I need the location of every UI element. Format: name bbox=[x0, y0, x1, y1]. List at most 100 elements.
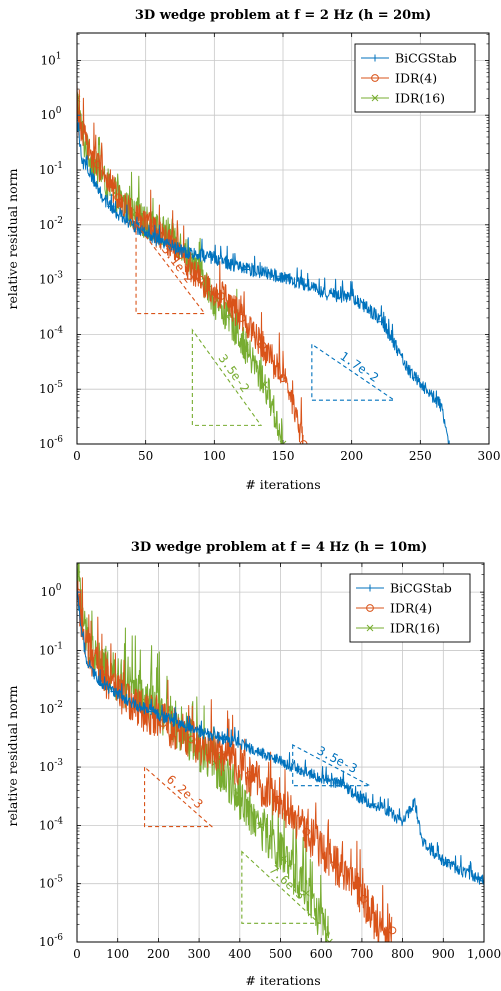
chart-title: 3D wedge problem at f = 4 Hz (h = 10m) bbox=[131, 540, 427, 555]
y-tick-label: 100 bbox=[40, 583, 61, 599]
circle-marker bbox=[217, 292, 226, 300]
x-marker bbox=[223, 313, 231, 320]
x-tick-label: 0 bbox=[73, 449, 81, 463]
plus-marker bbox=[295, 765, 303, 773]
legend-label: IDR(16) bbox=[390, 621, 440, 636]
circle-marker bbox=[216, 752, 225, 760]
x-marker bbox=[260, 381, 268, 389]
y-tick-label: 10-6 bbox=[39, 933, 63, 949]
x-marker bbox=[234, 789, 241, 797]
plus-marker bbox=[344, 292, 352, 300]
x-tick-label: 250 bbox=[409, 449, 432, 463]
circle-marker bbox=[388, 926, 397, 935]
plus-marker bbox=[371, 54, 379, 62]
x-tick-label: 0 bbox=[73, 947, 81, 961]
x-tick-label: 100 bbox=[106, 947, 129, 961]
y-axis-label: relative residual norm bbox=[5, 685, 20, 826]
x-tick-label: 50 bbox=[138, 449, 153, 463]
x-marker bbox=[371, 94, 379, 102]
x-marker bbox=[77, 571, 81, 579]
y-tick-label: 10-5 bbox=[39, 875, 63, 891]
plus-marker bbox=[107, 202, 115, 210]
slope-triangle bbox=[191, 328, 263, 426]
series-line-BiCGStab bbox=[77, 112, 450, 444]
x-tick-label: 300 bbox=[188, 947, 211, 961]
x-tick-label: 150 bbox=[272, 449, 295, 463]
y-tick-label: 100 bbox=[40, 106, 61, 122]
y-tick-label: 10-5 bbox=[39, 380, 63, 396]
x-tick-label: 600 bbox=[310, 947, 333, 961]
legend: BiCGStab IDR(4) IDR(16) bbox=[354, 43, 476, 113]
x-tick-label: 500 bbox=[269, 947, 292, 961]
legend-label: IDR(4) bbox=[395, 71, 437, 86]
legend-label: BiCGStab bbox=[395, 51, 457, 66]
x-marker bbox=[242, 343, 249, 351]
plus-marker bbox=[276, 272, 284, 280]
plus-marker bbox=[110, 688, 118, 696]
y-tick-label: 10-4 bbox=[39, 816, 63, 832]
circle-marker bbox=[331, 860, 339, 869]
x-marker bbox=[366, 624, 374, 632]
plot-frame bbox=[76, 562, 485, 943]
x-tick-label: 900 bbox=[432, 947, 455, 961]
y-tick-label: 101 bbox=[40, 51, 61, 67]
plus-marker bbox=[77, 588, 81, 596]
y-tick-label: 10-4 bbox=[39, 325, 63, 341]
slope-triangle bbox=[241, 850, 321, 924]
x-tick-label: 100 bbox=[203, 449, 226, 463]
series-area bbox=[77, 563, 484, 942]
plus-marker bbox=[184, 723, 192, 731]
x-tick-label: 800 bbox=[391, 947, 414, 961]
plot-frame bbox=[76, 32, 490, 445]
plus-marker bbox=[221, 736, 229, 744]
slope-triangles: 3.1e-23.5e-2 1.7e-2 bbox=[135, 222, 397, 426]
plus-marker bbox=[443, 858, 451, 866]
x-marker bbox=[303, 889, 310, 897]
y-tick-label: 10-1 bbox=[39, 161, 63, 177]
plus-marker bbox=[77, 111, 81, 119]
plus-marker bbox=[147, 707, 155, 715]
slope-triangle bbox=[311, 343, 397, 401]
y-axis-label: relative residual norm bbox=[5, 168, 20, 309]
circle-marker bbox=[93, 160, 102, 169]
chart-4hz: 3D wedge problem at f = 4 Hz (h = 10m) #… bbox=[5, 540, 501, 988]
series-line-IDR(4) bbox=[77, 577, 393, 942]
x-axis-label: # iterations bbox=[245, 973, 320, 988]
chart-2hz: 3D wedge problem at f = 2 Hz (h = 20m) #… bbox=[5, 8, 500, 492]
circle-marker bbox=[371, 74, 379, 82]
plus-marker bbox=[208, 253, 216, 261]
circle-marker bbox=[114, 193, 123, 202]
circle-marker bbox=[187, 735, 196, 744]
x-tick-label: 400 bbox=[228, 947, 251, 961]
plus-marker bbox=[369, 800, 377, 808]
circle-marker bbox=[279, 374, 287, 383]
slope-triangle bbox=[135, 222, 206, 315]
x-marker bbox=[279, 440, 287, 444]
circle-marker bbox=[196, 275, 205, 284]
x-tick-label: 700 bbox=[350, 947, 373, 961]
series-area bbox=[77, 83, 453, 444]
legend-label: IDR(16) bbox=[395, 91, 445, 106]
x-axis-label: # iterations bbox=[245, 477, 320, 492]
plus-marker bbox=[406, 806, 414, 814]
x-tick-label: 300 bbox=[478, 449, 501, 463]
plus-marker bbox=[258, 749, 266, 757]
y-tick-label: 10-6 bbox=[39, 435, 63, 451]
series-line-BiCGStab bbox=[77, 588, 484, 885]
plus-marker bbox=[445, 440, 453, 444]
circle-marker bbox=[273, 795, 282, 804]
circle-marker bbox=[237, 314, 246, 322]
plus-marker bbox=[480, 877, 484, 885]
y-tick-label: 10-2 bbox=[39, 216, 63, 232]
circle-marker bbox=[359, 894, 368, 903]
y-tick-label: 10-2 bbox=[39, 700, 63, 716]
x-tick-label: 200 bbox=[340, 449, 363, 463]
x-marker bbox=[257, 822, 264, 830]
x-marker bbox=[280, 855, 287, 863]
chart-title: 3D wedge problem at f = 2 Hz (h = 20m) bbox=[135, 8, 431, 23]
plus-marker bbox=[366, 584, 374, 592]
circle-marker bbox=[366, 604, 374, 612]
x-tick-label: 1,000 bbox=[467, 947, 501, 961]
legend-label: BiCGStab bbox=[390, 581, 452, 596]
